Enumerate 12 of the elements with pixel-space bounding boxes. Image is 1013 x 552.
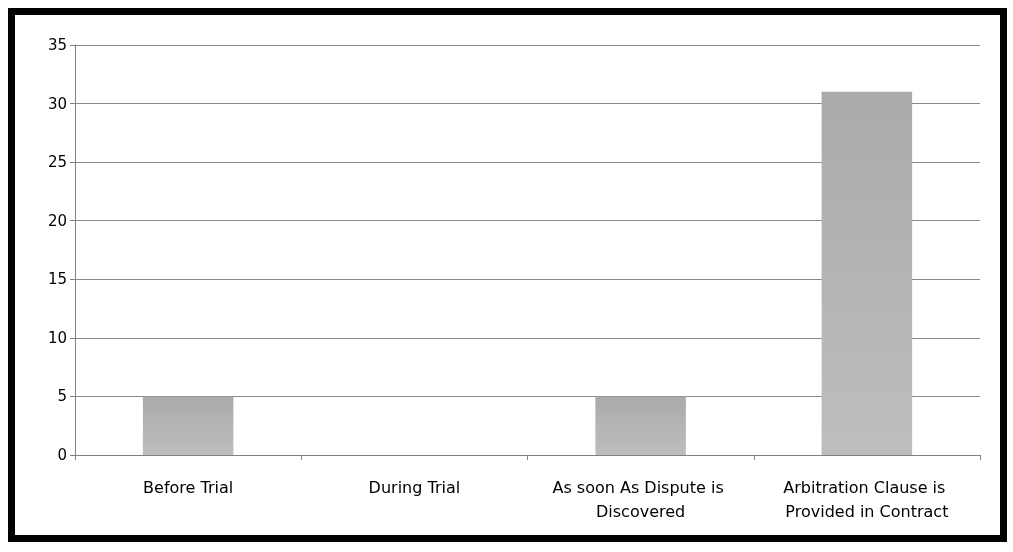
y-tick-label: 20 bbox=[47, 211, 67, 230]
y-tick-label: 15 bbox=[47, 270, 67, 289]
x-tick-label: Before Trial bbox=[143, 477, 234, 497]
x-tick-label: As soon As Dispute is Discovered bbox=[552, 477, 729, 521]
y-tick-label: 35 bbox=[47, 36, 67, 54]
y-tick-label: 0 bbox=[57, 446, 67, 464]
x-tick-label: During Trial bbox=[368, 477, 461, 497]
y-tick-label: 30 bbox=[47, 94, 67, 113]
y-tick-label: 10 bbox=[47, 328, 67, 347]
y-tick-label: 5 bbox=[57, 387, 67, 406]
x-tick-label: Arbitration Clause is Provided in Contract bbox=[783, 477, 951, 521]
y-tick-label: 25 bbox=[47, 153, 67, 172]
